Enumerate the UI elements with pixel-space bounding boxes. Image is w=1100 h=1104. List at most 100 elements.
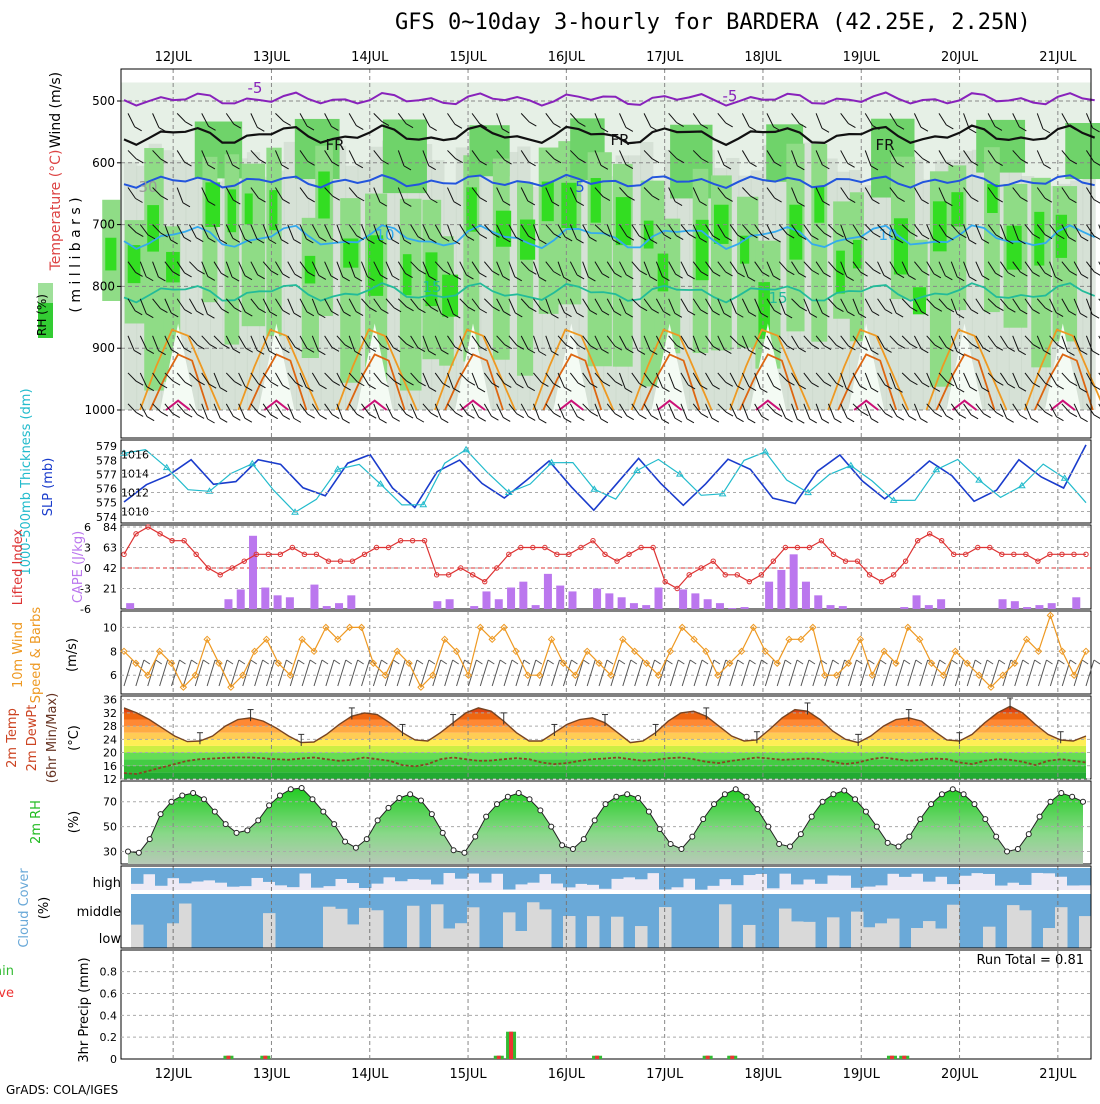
wind-barb-flag bbox=[945, 201, 953, 207]
wind-barb-flag bbox=[282, 273, 290, 279]
wind-barb-flag bbox=[403, 239, 412, 245]
wind-barb-flag bbox=[873, 269, 881, 275]
rh-marker bbox=[276, 792, 283, 799]
surface-wind-barb-flag bbox=[262, 659, 269, 665]
slp-line bbox=[123, 444, 1087, 512]
wind-barb-flag bbox=[1018, 386, 1027, 392]
wind-barb-flag bbox=[578, 158, 586, 164]
wind-barb-flag bbox=[1020, 158, 1029, 164]
lifted-index-marker bbox=[1047, 551, 1053, 558]
contour-label: 5 bbox=[575, 178, 585, 196]
wind-barb bbox=[680, 403, 688, 419]
wind-barb-flag bbox=[504, 383, 512, 388]
wind-barb bbox=[631, 335, 639, 351]
surface-wind-barb bbox=[646, 659, 656, 687]
rh-marker bbox=[765, 823, 772, 830]
wind-barb-flag bbox=[773, 161, 782, 167]
surface-wind-barb bbox=[171, 659, 180, 687]
wind-barb bbox=[791, 150, 798, 166]
rh-marker bbox=[667, 841, 674, 848]
surface-wind-barb-flag bbox=[832, 659, 839, 665]
wind-barb bbox=[840, 298, 848, 313]
wind-barb-flag bbox=[135, 380, 144, 386]
wind-speed-marker bbox=[654, 671, 663, 679]
rh-plume bbox=[710, 175, 732, 351]
rh-core bbox=[836, 250, 845, 294]
wind-barb bbox=[471, 298, 481, 310]
wind-barb-flag bbox=[135, 158, 144, 164]
surface-wind-barb-flag bbox=[571, 659, 578, 665]
cape-bar bbox=[998, 599, 1007, 609]
wind-barb bbox=[655, 403, 663, 420]
wind-barb-flag bbox=[688, 233, 697, 239]
wind-barb bbox=[803, 298, 811, 314]
cloud-high-cell bbox=[887, 868, 900, 874]
surface-wind-barb bbox=[669, 659, 679, 687]
wind-barb-flag bbox=[811, 344, 820, 350]
wind-barb-flag bbox=[860, 235, 868, 241]
wind-barb-flag bbox=[687, 274, 695, 280]
wind-barb bbox=[569, 372, 579, 384]
wind-barb bbox=[557, 335, 567, 346]
rh-marker bbox=[526, 796, 533, 803]
lifted-index-marker bbox=[506, 551, 512, 558]
wind-barb-flag bbox=[662, 348, 671, 354]
lifted-index-marker bbox=[914, 537, 921, 544]
rh-area bbox=[128, 788, 1083, 864]
temp-contour-15 bbox=[123, 282, 1096, 304]
wind-barb bbox=[791, 403, 798, 420]
wind-speed-marker bbox=[666, 647, 675, 656]
surface-wind-barb-flag bbox=[1022, 659, 1030, 665]
wind-barb-flag bbox=[528, 235, 536, 241]
wind-barb bbox=[471, 403, 480, 418]
cloud-high-cell bbox=[647, 868, 660, 874]
wind-barb bbox=[1061, 150, 1071, 161]
wind-barb-flag bbox=[479, 233, 488, 239]
wind-barb-flag bbox=[994, 125, 1003, 131]
wind-barb-flag bbox=[1067, 351, 1075, 356]
wind-barb bbox=[189, 298, 197, 312]
surface-wind-barb bbox=[313, 659, 323, 687]
wind-barb-flag bbox=[160, 158, 168, 164]
wind-barb bbox=[913, 113, 922, 128]
wind-barb bbox=[594, 261, 603, 274]
wind-barb bbox=[287, 224, 295, 240]
temp-contour-25 bbox=[640, 353, 701, 411]
wind-barb-flag bbox=[1069, 381, 1078, 387]
wind-barb-flag bbox=[270, 381, 279, 387]
wind-barb bbox=[913, 403, 921, 419]
wind-barb bbox=[459, 224, 468, 237]
wind-barb bbox=[914, 261, 923, 272]
date-label-bottom: 15JUL bbox=[449, 1067, 487, 1082]
wind-barb-flag bbox=[638, 235, 647, 241]
thickness-tick-label: 578 bbox=[96, 454, 117, 467]
wind-barb-flag bbox=[859, 385, 868, 391]
wind-barb bbox=[668, 150, 678, 160]
temp-band bbox=[121, 696, 1091, 706]
wind-barb bbox=[975, 224, 983, 240]
precip-conv-bar bbox=[509, 1031, 514, 1059]
wind-barb bbox=[1000, 261, 1009, 273]
wind-barb bbox=[692, 335, 700, 352]
thickness-marker bbox=[932, 465, 941, 473]
wind-speed-marker bbox=[1070, 671, 1078, 679]
wind-barb-flag bbox=[932, 386, 941, 392]
date-label-top: 15JUL bbox=[449, 50, 487, 65]
wind-barb-flag bbox=[676, 122, 684, 128]
wind-barb bbox=[1061, 113, 1070, 127]
wind-speed-marker bbox=[1082, 647, 1090, 656]
wind-barb-flag bbox=[207, 276, 216, 281]
wind-barb-flag bbox=[897, 343, 906, 349]
rh2m-axis-label: 2m RH bbox=[29, 800, 44, 844]
wind-barb-flag bbox=[847, 162, 855, 168]
wind-barb bbox=[164, 335, 172, 350]
wind-barb bbox=[189, 335, 198, 346]
wind-barb bbox=[766, 150, 775, 163]
wind-barb-flag bbox=[196, 310, 204, 316]
wind-barb bbox=[999, 372, 1009, 385]
cloud-middle-label: middle bbox=[77, 905, 121, 920]
wind-barb-flag bbox=[922, 270, 930, 276]
thickness-marker bbox=[248, 459, 257, 467]
wind-barb-flag bbox=[244, 417, 253, 423]
wind-barb-flag bbox=[197, 380, 205, 386]
